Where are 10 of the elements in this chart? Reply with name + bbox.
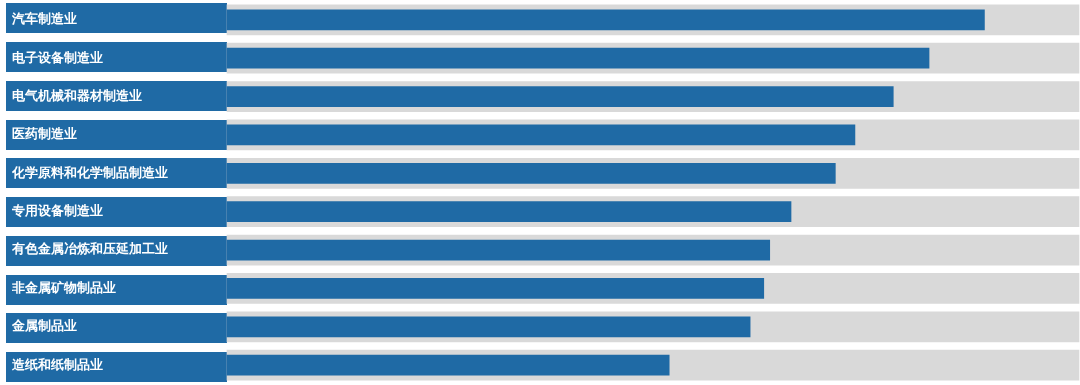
y-tick-label: 有色金属冶炼和压延加工业 [11, 241, 168, 257]
y-tick-label: 电气机械和器材制造业 [12, 87, 142, 103]
y-tick-label: 金属制品业 [11, 318, 77, 334]
y-tick-label: 电子设备制造业 [12, 49, 103, 65]
y-tick-label: 非金属矿物制品业 [11, 279, 116, 295]
y-tick-label: 化学原料和化学制品制造业 [11, 164, 168, 180]
y-tick-label: 医药制造业 [12, 126, 77, 142]
y-tick-label: 专用设备制造业 [11, 203, 103, 219]
y-tick-label: 汽车制造业 [11, 11, 77, 27]
y-tick-label: 造纸和纸制品业 [11, 356, 103, 372]
